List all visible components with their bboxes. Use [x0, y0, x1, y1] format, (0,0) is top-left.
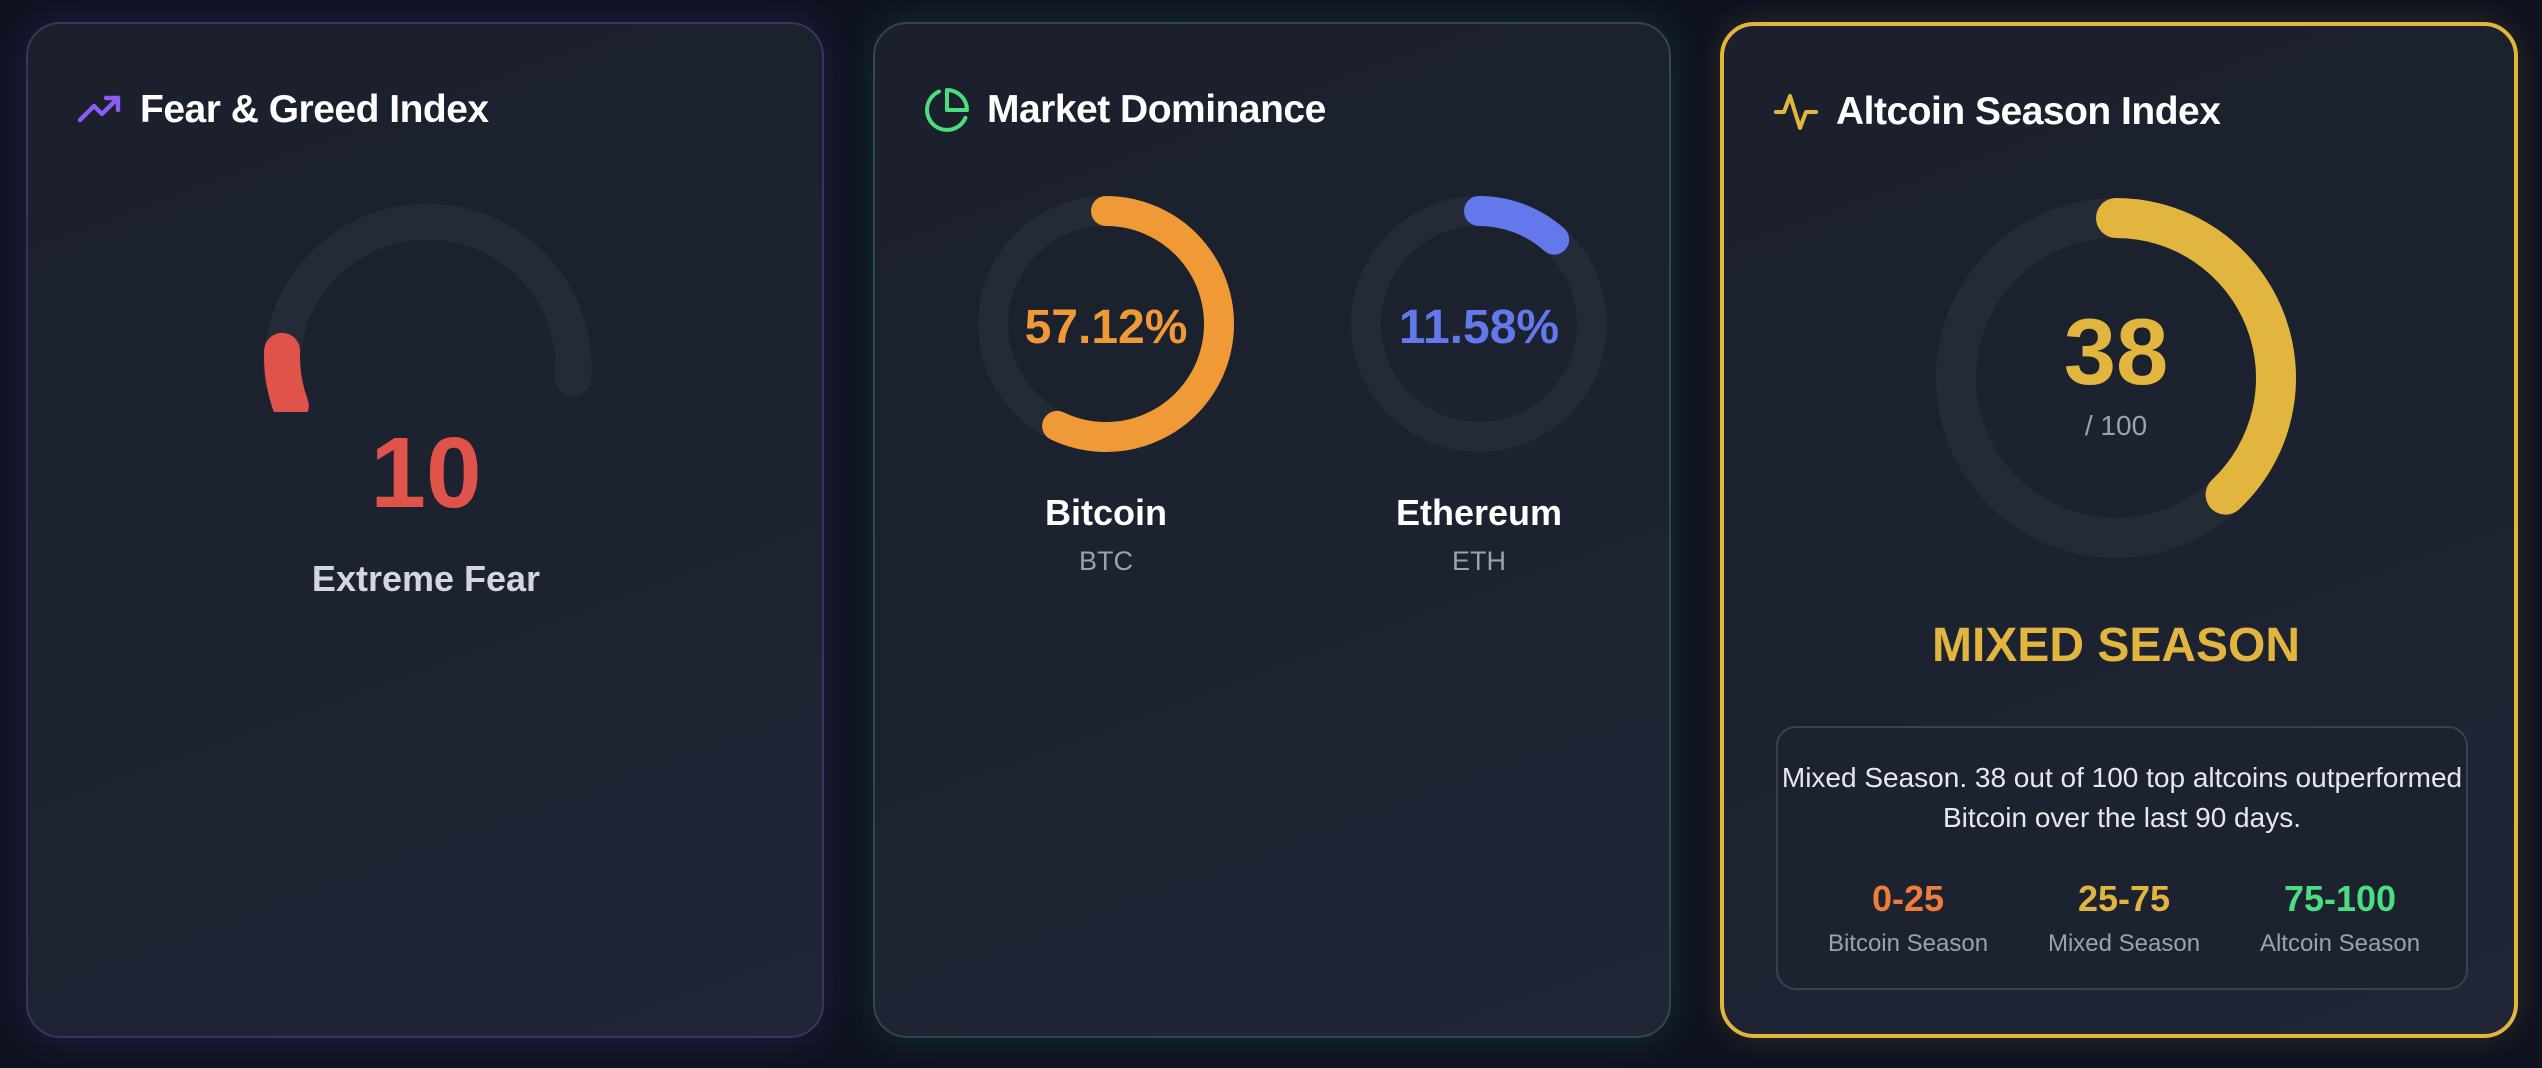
- altcoin-season-header: Altcoin Season Index: [1772, 82, 2221, 142]
- fear-greed-card: Fear & Greed Index 10 Extreme Fear: [26, 22, 824, 1038]
- bitcoin-percent: 57.12%: [1024, 301, 1188, 354]
- range-label: Mixed Season: [2047, 930, 2201, 957]
- range-label: Bitcoin Season: [1827, 930, 1989, 957]
- range-label: Altcoin Season: [2259, 930, 2421, 957]
- fear-greed-title: Fear & Greed Index: [140, 88, 489, 131]
- season-description: Mixed Season. 38 out of 100 top altcoins…: [1781, 762, 2463, 833]
- range-mixed-season: 25-75 Mixed Season: [2014, 878, 2234, 958]
- fear-greed-gauge: [263, 203, 592, 412]
- range-altcoin-season: 75-100 Altcoin Season: [2230, 878, 2450, 958]
- altcoin-season-value: 38: [2063, 299, 2169, 404]
- pie-chart-icon: [925, 88, 969, 132]
- altcoin-season-ring: [1936, 198, 2296, 558]
- market-dominance-header: Market Dominance: [923, 80, 1326, 140]
- altcoin-season-title: Altcoin Season Index: [1836, 90, 2221, 133]
- ethereum-percent: 11.58%: [1398, 301, 1560, 354]
- altcoin-season-card: Altcoin Season Index 38 / 100 MIXED SEAS…: [1720, 22, 2518, 1038]
- bitcoin-dominance-ring: [978, 196, 1234, 452]
- season-label: MIXED SEASON: [1931, 619, 2301, 672]
- ethereum-symbol: ETH: [1452, 546, 1506, 576]
- market-dominance-title: Market Dominance: [987, 88, 1326, 131]
- bitcoin-ring-fill: [1042, 196, 1234, 452]
- fear-greed-gauge-track: [263, 203, 592, 397]
- range-bitcoin-season: 0-25 Bitcoin Season: [1798, 878, 2018, 958]
- range-value: 0-25: [1871, 878, 1945, 919]
- altcoin-ring-fill: [2096, 198, 2296, 515]
- range-value: 75-100: [2283, 878, 2397, 919]
- bitcoin-symbol: BTC: [1079, 546, 1133, 576]
- ethereum-name: Ethereum: [1395, 492, 1563, 533]
- fear-greed-gauge-fill: [264, 332, 309, 412]
- fear-greed-header: Fear & Greed Index: [76, 80, 489, 140]
- range-value: 25-75: [2077, 878, 2171, 919]
- ethereum-dominance-ring: [1351, 196, 1607, 452]
- trending-up-icon: [77, 95, 121, 123]
- bitcoin-name: Bitcoin: [1045, 492, 1167, 533]
- fear-greed-value: 10: [370, 417, 482, 529]
- fear-greed-label: Extreme Fear: [311, 558, 541, 599]
- season-info-box: Mixed Season. 38 out of 100 top altcoins…: [1776, 726, 2468, 990]
- market-dominance-card: Market Dominance 57.12% Bitcoin BTC 11.5…: [873, 22, 1671, 1038]
- altcoin-season-max: / 100: [2084, 410, 2148, 441]
- ethereum-ring-fill: [1464, 196, 1570, 255]
- activity-icon: [1774, 94, 1818, 130]
